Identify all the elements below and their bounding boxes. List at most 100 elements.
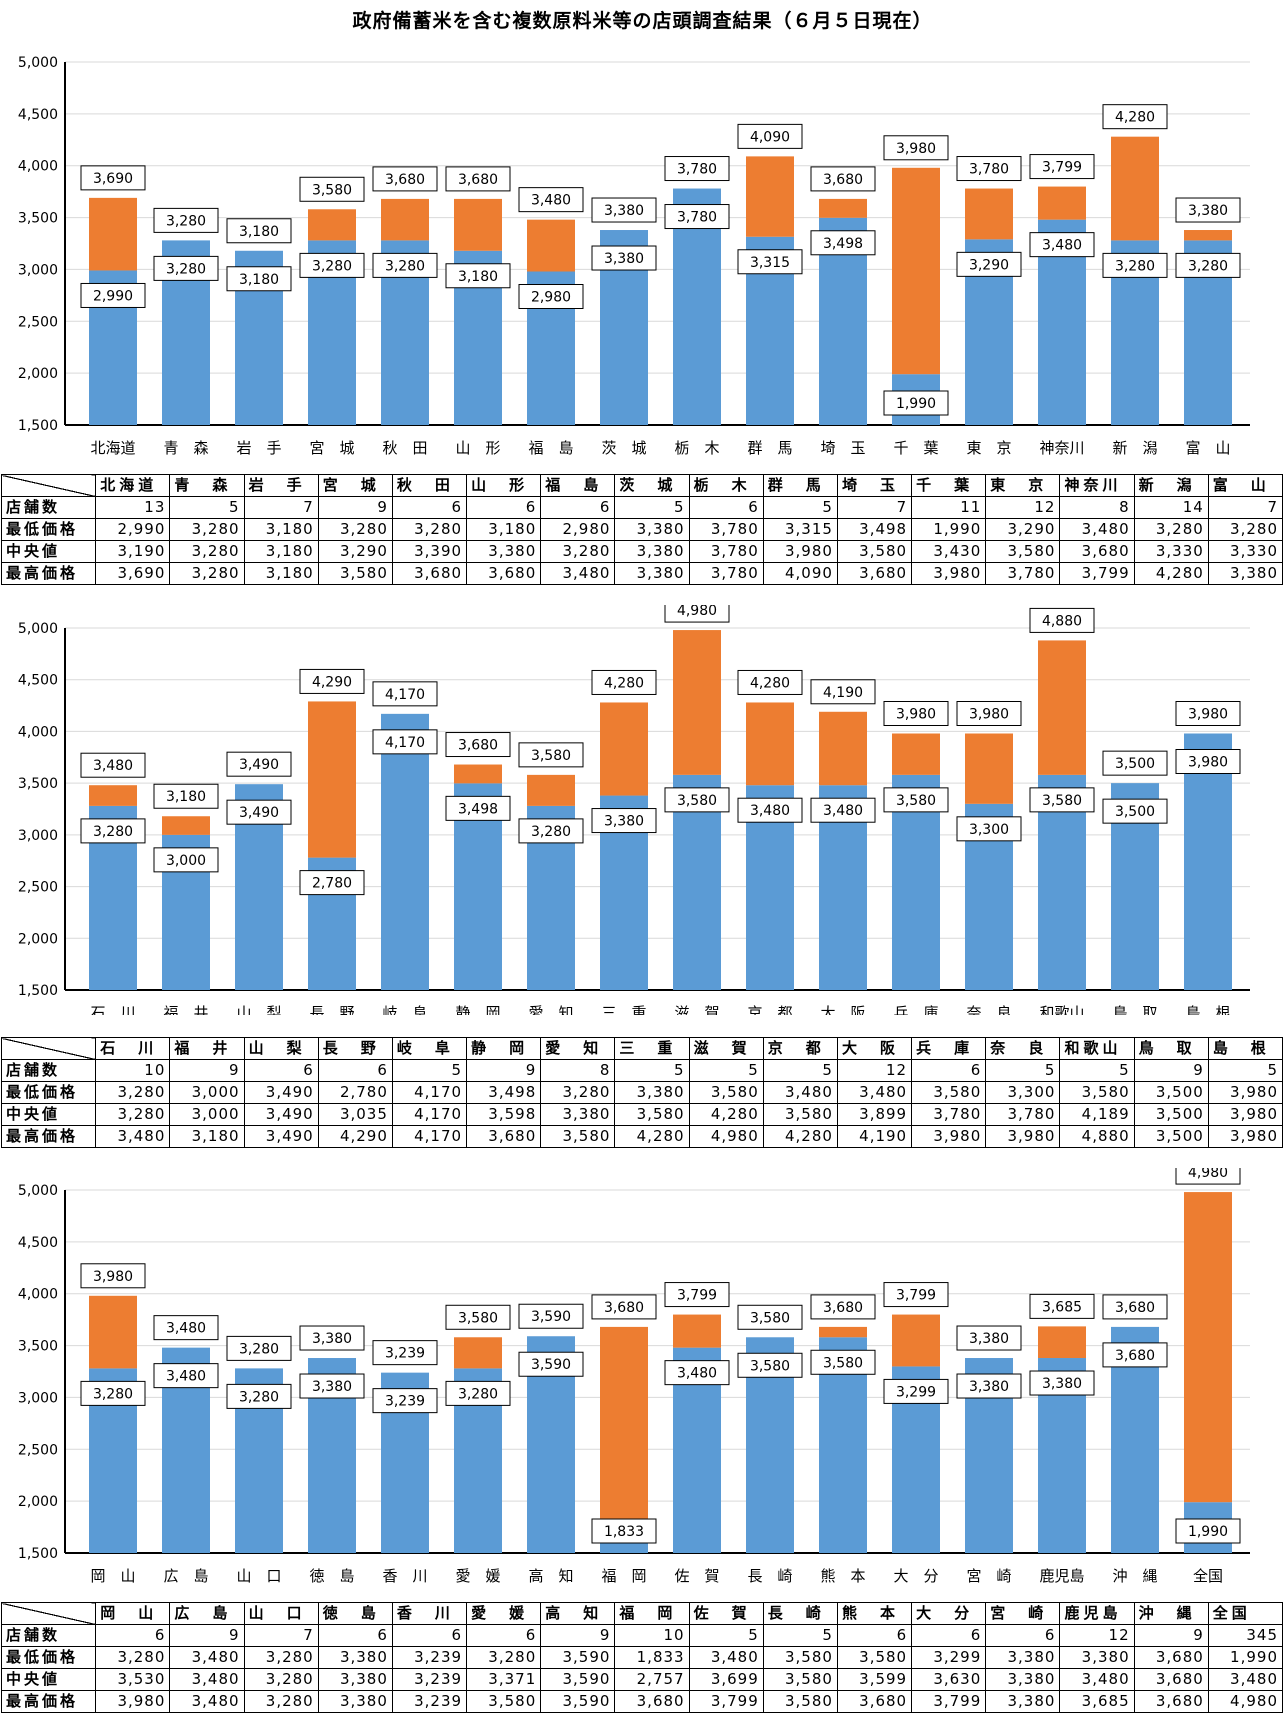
bar-min-price [381, 713, 429, 990]
min-data-label: 3,380 [604, 814, 644, 830]
table-cell: 3,330 [1207, 540, 1284, 563]
x-category-label: 沖 縄 [1112, 1567, 1157, 1585]
min-label-box [810, 1349, 876, 1375]
table-cell: 5 [985, 1059, 1061, 1082]
x-category-label: 香 川 [382, 1567, 427, 1585]
table-cell: 3,239 [391, 1646, 468, 1669]
min-data-label: 3,239 [385, 1394, 425, 1410]
min-label-box [445, 1380, 511, 1406]
table-header-cell: 長 崎 [762, 1602, 838, 1625]
min-data-label: 3,590 [531, 1357, 571, 1373]
table-cell: 3,299 [911, 1646, 987, 1669]
max-data-label: 3,799 [1042, 160, 1082, 176]
table-row: 最高価格 3,480 3,180 3,490 4,290 4,170 3,680 3,580 4… [0, 1125, 1284, 1148]
table-cell: 3,498 [466, 1081, 542, 1104]
table-cell: 5 [762, 1059, 838, 1082]
table-cell: 3,280 [95, 1081, 171, 1104]
min-label-box [299, 1373, 365, 1399]
min-label-box [153, 255, 219, 281]
table-cell: 3,680 [466, 1125, 542, 1148]
table-cell: 5 [762, 1624, 838, 1647]
table-cell: 4,090 [762, 562, 838, 585]
min-label-box [1102, 798, 1168, 824]
table-cell: 3,590 [540, 1668, 616, 1691]
table-cell: 3,599 [836, 1668, 913, 1691]
table-row: 中央値 3,280 3,000 3,490 3,035 4,170 3,598 3,380 3,… [0, 1103, 1284, 1126]
max-data-label: 3,980 [1188, 706, 1228, 722]
table-cell: 3,780 [985, 1103, 1061, 1126]
table-cell: 3,380 [985, 1690, 1061, 1713]
bar-max-range [1111, 136, 1159, 241]
min-label-box [80, 282, 146, 308]
max-data-label: 3,680 [458, 172, 498, 188]
table-cell: 3,280 [169, 562, 245, 585]
x-category-label: 茨 城 [601, 439, 646, 457]
max-label-box [1029, 1293, 1095, 1319]
x-category-label: 鹿児島 [1039, 1567, 1084, 1585]
table-cell: 3,000 [169, 1103, 245, 1126]
table-cell: 13 [95, 496, 171, 519]
y-tick-label: 3,000 [18, 1390, 58, 1406]
min-label-box [1175, 1518, 1241, 1544]
max-label-box [80, 752, 146, 778]
x-category-label: 岐 阜 [382, 1004, 427, 1015]
x-category-label: 鳥 取 [1112, 1004, 1157, 1015]
table-cell: 3,180 [466, 518, 542, 541]
table-cell: 9 [169, 1624, 245, 1647]
min-data-label: 3,000 [166, 853, 206, 869]
y-tick-label: 2,500 [18, 314, 58, 330]
table-cell: 3,480 [169, 1690, 245, 1713]
bar-max-range [1184, 1192, 1232, 1503]
table-cell: 345 [1207, 1624, 1284, 1647]
table-cell: 6 [540, 496, 616, 519]
table-row-label: 最高価格 [0, 562, 97, 585]
min-data-label: 2,990 [93, 288, 133, 304]
min-label-box [1029, 232, 1095, 258]
bar-max-range [89, 785, 137, 806]
max-data-label: 3,480 [93, 758, 133, 774]
x-category-label: 富 山 [1185, 439, 1230, 457]
table-cell: 6 [466, 496, 542, 519]
table-cell: 4,280 [1133, 562, 1209, 585]
min-label-box [226, 799, 292, 825]
min-data-label: 3,780 [677, 210, 717, 226]
table-cell: 1,990 [911, 518, 987, 541]
table-row: 最低価格 3,280 3,480 3,280 3,380 3,239 3,280 3,590 1… [0, 1646, 1284, 1669]
table-cell: 3,680 [1133, 1690, 1209, 1713]
table-cell: 3,390 [391, 540, 468, 563]
max-label-box [591, 197, 657, 223]
y-tick-label: 4,500 [18, 107, 58, 123]
table-cell: 3,490 [243, 1081, 319, 1104]
table-cell: 3,315 [762, 518, 838, 541]
x-category-label: 和歌山 [1039, 1004, 1084, 1015]
max-label-box [956, 156, 1022, 182]
max-data-label: 3,680 [385, 172, 425, 188]
y-tick-label: 4,500 [18, 1235, 58, 1251]
max-data-label: 3,680 [458, 738, 498, 754]
max-data-label: 4,980 [677, 605, 717, 619]
table-cell: 3,035 [317, 1103, 393, 1126]
table-header-cell: 神奈川 [1059, 474, 1135, 497]
max-data-label: 3,280 [239, 1341, 279, 1357]
min-data-label: 4,170 [385, 735, 425, 751]
table-header-cell: 全国 [1207, 1602, 1284, 1625]
table-header-cell: 福 岡 [614, 1602, 690, 1625]
table-cell: 3,380 [317, 1646, 393, 1669]
bar-min-price [1184, 733, 1232, 990]
table-cell: 6 [911, 1059, 987, 1082]
min-label-box [372, 1388, 438, 1414]
table-row-label: 最低価格 [0, 1081, 97, 1104]
max-label-box [80, 1263, 146, 1289]
table-cell: 3,580 [688, 1081, 764, 1104]
min-label-box [591, 245, 657, 271]
bar-max-range [600, 702, 648, 796]
table-row: 最低価格 2,990 3,280 3,180 3,280 3,280 3,180 2,980 3… [0, 518, 1284, 541]
bar-max-range [1038, 640, 1086, 775]
bar-max-range [746, 702, 794, 786]
table-header-cell: 山 形 [466, 474, 542, 497]
min-label-box [1102, 252, 1168, 278]
max-data-label: 3,690 [93, 171, 133, 187]
table-cell: 9 [540, 1624, 616, 1647]
table-cell: 3,980 [1207, 1081, 1284, 1104]
min-label-box [372, 252, 438, 278]
